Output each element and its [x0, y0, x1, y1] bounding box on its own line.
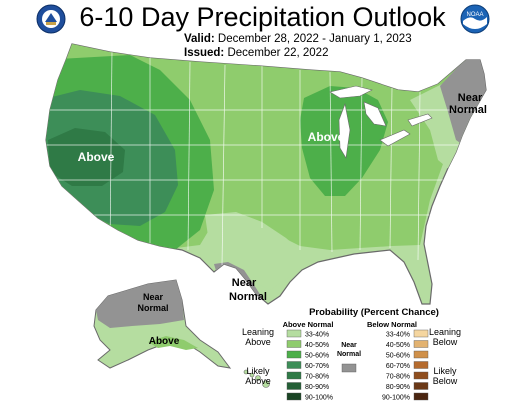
- legend-below-range-1: 40-50%: [386, 342, 410, 349]
- issued-value: December 22, 2022: [227, 47, 329, 59]
- noaa-text: NOAA: [466, 12, 483, 18]
- alaska-above-region: [148, 336, 198, 350]
- map-label-near-normal-northeast-2: Normal: [449, 104, 487, 116]
- map-label-near-normal-texas-1: Near: [232, 277, 257, 289]
- legend-below-range-3: 60-70%: [386, 363, 410, 370]
- legend-above-swatch-6: [286, 392, 302, 401]
- map-label-near-normal-alaska-2: Normal: [137, 303, 168, 313]
- valid-value: December 28, 2022 - January 1, 2023: [217, 33, 412, 45]
- legend-near-normal-1: Near: [341, 342, 357, 349]
- legend-below-range-4: 70-80%: [386, 374, 410, 381]
- map-label-near-normal-texas-2: Normal: [229, 291, 267, 303]
- hawaii: [243, 369, 270, 388]
- legend-above-range-2: 50-60%: [305, 353, 329, 360]
- legend-likely-below-2: Below: [433, 376, 458, 386]
- legend-above-range-0: 33-40%: [305, 332, 329, 339]
- legend-leaning-above-1: Leaning: [242, 327, 274, 337]
- legend-below-swatch-3: [413, 361, 429, 369]
- legend-near-normal-2: Normal: [337, 351, 361, 358]
- legend-below-range-5: 80-90%: [386, 384, 410, 391]
- legend-leaning-below-1: Leaning: [429, 327, 461, 337]
- legend-above-range-3: 60-70%: [305, 363, 329, 370]
- legend-below-swatch-1: [413, 340, 429, 348]
- state-borders: [46, 49, 480, 266]
- great-lakes: [329, 85, 433, 159]
- legend: Probability (Percent Chance) Above Norma…: [242, 307, 461, 402]
- map-label-above-midwest: Above: [308, 130, 345, 144]
- legend-above-range-4: 70-80%: [305, 374, 329, 381]
- noaa-logo: NOAA: [460, 4, 490, 34]
- legend-leaning-below-2: Below: [433, 337, 458, 347]
- map-label-near-normal-alaska-1: Near: [143, 292, 164, 302]
- legend-above-swatch-3: [286, 361, 302, 369]
- plains-leaning-region: [205, 212, 300, 290]
- page-title: 6-10 Day Precipitation Outlook: [79, 2, 446, 32]
- legend-title: Probability (Percent Chance): [309, 307, 439, 318]
- legend-below-swatch-0: [413, 329, 429, 338]
- above-70-80-west-region: [48, 128, 125, 186]
- map-label-near-normal-northeast-1: Near: [458, 92, 483, 104]
- legend-below-swatch-5: [413, 382, 429, 390]
- legend-above-swatch-5: [286, 382, 302, 390]
- legend-above-swatch-0: [286, 329, 302, 338]
- map-label-above-alaska: Above: [149, 336, 180, 347]
- legend-above-range-1: 40-50%: [305, 342, 329, 349]
- legend-below-swatch-6: [413, 392, 429, 401]
- legend-above-swatch-2: [286, 350, 302, 359]
- legend-below-range-2: 50-60%: [386, 353, 410, 360]
- legend-above-swatch-4: [286, 371, 302, 380]
- doc-seal-logo: [36, 4, 66, 34]
- issued-label: Issued:: [184, 47, 225, 59]
- valid-line: Valid: December 28, 2022 - January 1, 20…: [184, 33, 412, 45]
- valid-label: Valid:: [184, 33, 215, 45]
- alaska-near-normal-region: [96, 280, 184, 328]
- legend-likely-above-2: Above: [245, 376, 271, 386]
- legend-below-swatch-4: [413, 371, 429, 380]
- legend-likely-below-1: Likely: [433, 366, 457, 376]
- legend-below-header: Below Normal: [367, 320, 417, 329]
- legend-rows: 33-40% 33-40% 40-50% 40-50% 50-60% 50-60% 60-7…: [286, 329, 429, 402]
- legend-below-swatch-2: [413, 350, 429, 359]
- legend-near-normal-swatch: [341, 363, 357, 373]
- issued-line: Issued: December 22, 2022: [184, 47, 328, 59]
- legend-above-range-5: 80-90%: [305, 384, 329, 391]
- legend-above-range-6: 90-100%: [305, 395, 333, 402]
- legend-above-swatch-1: [286, 340, 302, 348]
- legend-leaning-above-2: Above: [245, 337, 271, 347]
- legend-likely-above-1: Likely: [246, 366, 270, 376]
- legend-below-range-0: 33-40%: [386, 332, 410, 339]
- map-label-above-west: Above: [78, 150, 115, 164]
- alaska: [93, 279, 232, 369]
- legend-below-range-6: 90-100%: [382, 395, 410, 402]
- legend-above-header: Above Normal: [283, 320, 334, 329]
